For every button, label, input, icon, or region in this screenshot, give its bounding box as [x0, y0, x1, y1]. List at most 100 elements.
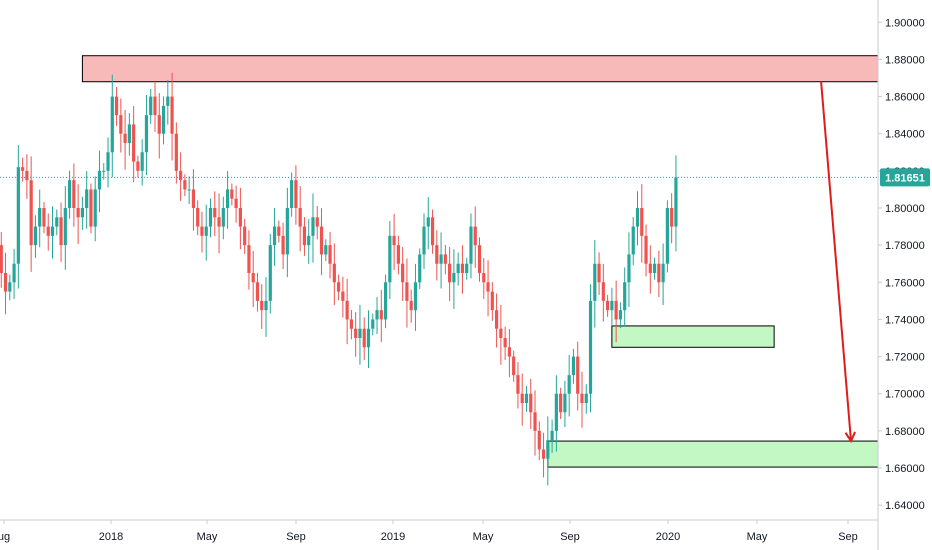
candle-body [170, 96, 174, 134]
candle-body [503, 338, 507, 348]
candle-body [281, 235, 285, 255]
candle-body [601, 282, 605, 301]
candle-body [524, 393, 529, 403]
candle-body [42, 208, 46, 227]
candle-body [76, 208, 80, 218]
candle-body [311, 217, 315, 236]
candle-body [97, 170, 102, 190]
candle-body [597, 263, 601, 283]
candle-body [119, 115, 123, 134]
resistance-zone[interactable] [81, 55, 879, 83]
candle-body [285, 208, 289, 255]
candle-body [392, 235, 396, 246]
candle-body [179, 170, 183, 181]
candle-body [328, 245, 332, 264]
projection-arrow-head [844, 431, 856, 444]
candle-body [554, 393, 558, 431]
y-tick-label: 1.64000 [885, 500, 925, 512]
candle-body [593, 263, 597, 301]
candle-body [153, 96, 157, 116]
candle-body [294, 180, 298, 208]
candle-body [332, 263, 336, 283]
candle-body [657, 263, 661, 283]
candle-body [12, 263, 16, 283]
candle-body [127, 124, 131, 143]
candle-body [63, 208, 67, 246]
candle-body [473, 226, 477, 246]
candle-body [396, 245, 400, 264]
candle-body [251, 273, 255, 283]
candle-body [33, 226, 38, 246]
support-zone-lower[interactable] [547, 440, 879, 468]
candle-body [631, 226, 635, 255]
candle-body [648, 263, 652, 273]
x-tick-label: 2018 [99, 531, 123, 543]
candle-body [157, 115, 161, 134]
candle-body [494, 310, 499, 329]
candle-body [588, 300, 593, 394]
candle-body [29, 180, 33, 246]
candles [0, 72, 678, 486]
candle-body [298, 208, 302, 227]
candle-body [435, 245, 439, 264]
y-tick-label: 1.88000 [885, 54, 925, 66]
candle-body [371, 319, 375, 329]
candle-body [200, 226, 204, 236]
y-tick-label: 1.86000 [885, 92, 925, 104]
candle-body [512, 356, 516, 376]
candle-body [174, 133, 178, 171]
projection-arrow [820, 81, 852, 442]
candle-body [516, 375, 520, 394]
candle-body [264, 300, 268, 311]
y-tick-label: 1.78000 [885, 240, 925, 252]
candle-body [674, 177, 678, 227]
candle-body [635, 208, 640, 227]
candle-body [375, 310, 379, 320]
support-zone-upper[interactable] [611, 325, 775, 348]
candle-body [610, 300, 614, 311]
candle-body [606, 300, 610, 311]
y-tick-label: 1.90000 [885, 17, 925, 29]
x-tick-label: May [197, 531, 218, 543]
candle-body [576, 356, 580, 394]
candle-body [50, 226, 55, 236]
candle-body [319, 226, 324, 255]
candle-body [268, 245, 272, 301]
candle-body [234, 198, 238, 208]
candle-body [114, 96, 119, 116]
candle-body [277, 226, 281, 236]
y-tick-label: 1.66000 [885, 463, 925, 475]
candle-body [166, 96, 170, 106]
candle-body [341, 291, 345, 301]
candle-body [354, 328, 358, 338]
candle-body [255, 282, 260, 301]
x-tick-label: ug [0, 531, 10, 543]
candle-body [580, 393, 584, 403]
candle-body [80, 208, 84, 218]
candle-body [230, 189, 234, 199]
time-axis[interactable]: ug 2018 May Sep 2019 May Sep 2020 May Sep [0, 520, 858, 543]
candle-body [307, 235, 311, 246]
candle-body [563, 393, 567, 413]
candle-body [499, 328, 503, 338]
candle-body [413, 282, 418, 311]
candle-body [541, 449, 546, 459]
candle-body [183, 180, 187, 190]
candle-body [614, 300, 618, 320]
candle-body [362, 328, 366, 348]
y-tick-label: 1.72000 [885, 352, 925, 364]
price-axis[interactable]: 1.900001.880001.860001.840001.820001.800… [878, 17, 925, 512]
candle-body [290, 180, 294, 208]
candle-body [418, 254, 422, 283]
candle-body [46, 226, 50, 236]
candle-body [238, 208, 242, 227]
candle-body [546, 440, 550, 459]
y-tick-label: 1.68000 [885, 426, 925, 438]
candle-body [140, 152, 144, 171]
candle-body [452, 273, 456, 283]
candle-body [482, 273, 486, 283]
candle-body [8, 282, 12, 292]
candle-body [401, 263, 405, 283]
candle-body [520, 393, 524, 403]
